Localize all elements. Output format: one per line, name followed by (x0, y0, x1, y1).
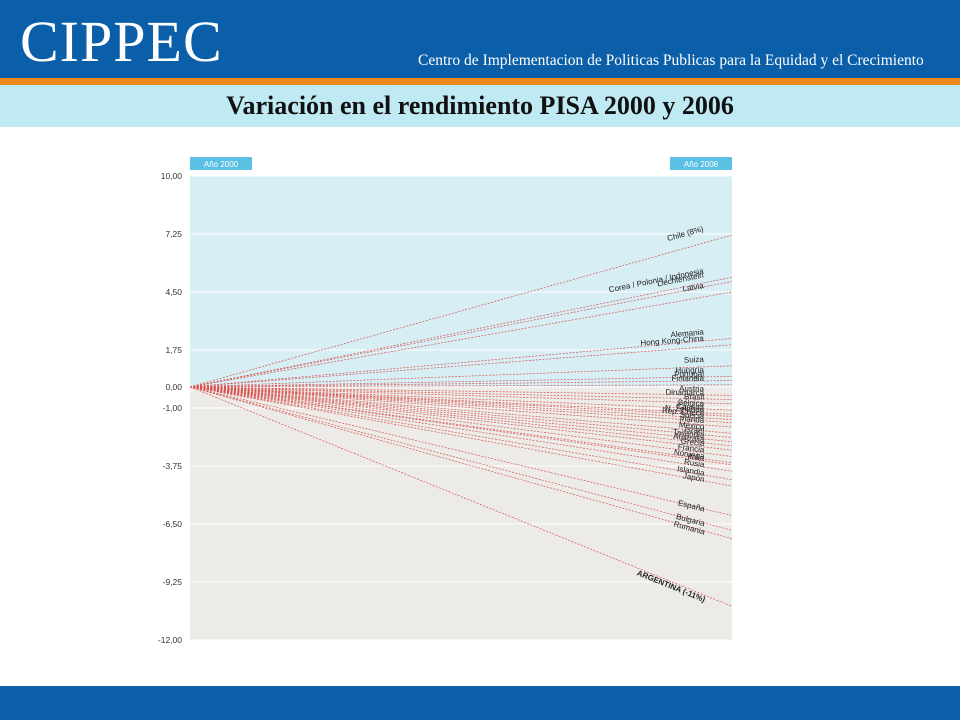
series-line (189, 386, 733, 434)
y-tick-label: -12,00 (158, 635, 182, 645)
series-label: Japón (682, 471, 705, 484)
year-tag (190, 157, 252, 170)
series-line (189, 386, 733, 466)
title-bar: Variación en el rendimiento PISA 2000 y … (0, 85, 960, 127)
y-tick-label: -1,00 (163, 403, 183, 413)
y-tick-label: 10,00 (161, 171, 183, 181)
series-line (189, 386, 733, 438)
series-line (189, 281, 733, 388)
series-label: Latvia (682, 281, 705, 294)
series-line (189, 386, 733, 516)
series-label: Finlandia (672, 374, 705, 383)
y-tick-label: 4,50 (165, 287, 182, 297)
series-label: Canadá (676, 402, 705, 412)
pisa-chart: 10,00 7,25 4,50 1,75 0,00 -1,00 -3,75 -6,50 -9,2… (158, 157, 733, 645)
series-label: Grecia (680, 436, 705, 448)
header-tagline: Centro de Implementacion de Politicas Pu… (418, 52, 924, 69)
footer-bar (0, 686, 960, 720)
series-line (189, 386, 733, 396)
series-label: Austria (679, 384, 705, 393)
y-tick-label: -9,25 (163, 577, 183, 587)
cippec-logo: CIPPEC (20, 9, 223, 74)
year-tag (670, 157, 732, 170)
series-line (189, 386, 733, 443)
series-label: Francia (677, 442, 705, 454)
series-line (189, 386, 733, 400)
series-label: Irlanda (679, 414, 705, 425)
series-label: Rep. Checa (662, 406, 705, 418)
series-label: Dinamarca (665, 388, 704, 398)
series-line (189, 386, 733, 415)
y-tick-label: 7,25 (165, 229, 182, 239)
series-label: Portugal (674, 370, 704, 379)
y-tick-label: -3,75 (163, 461, 183, 471)
series-label: N. Zelanda (665, 403, 705, 414)
page-title: Variación en el rendimiento PISA 2000 y … (226, 91, 734, 120)
series-line (189, 386, 733, 487)
series-label: Australia (673, 432, 705, 444)
series-line (189, 376, 733, 388)
series-label: Noruega (673, 448, 705, 461)
series-line (189, 384, 733, 388)
x-category-label: Año 2000 (204, 160, 239, 169)
series-line (189, 386, 733, 464)
series-line (189, 386, 733, 531)
series-line (189, 338, 733, 388)
series-line (189, 386, 733, 472)
series-line (189, 386, 733, 405)
series-line (189, 344, 733, 388)
header-banner: CIPPEC Centro de Implementacion de Polit… (0, 0, 960, 78)
series-line (189, 386, 733, 607)
series-line (189, 386, 733, 451)
series-label: México (679, 420, 706, 431)
series-line (189, 386, 733, 424)
series-label: Suecia (679, 410, 705, 421)
series-line (189, 386, 733, 457)
series-line (189, 386, 733, 428)
series-label: Hungría (675, 365, 704, 375)
series-label: Italia (687, 452, 706, 463)
x-category-label: Año 2006 (684, 160, 719, 169)
series-line (189, 276, 733, 388)
series-line (189, 386, 733, 420)
accent-divider (0, 78, 960, 85)
series-label: Israel (684, 425, 705, 436)
y-tick-label: 0,00 (165, 382, 182, 392)
series-label: Brasil (684, 392, 704, 402)
series-line (189, 380, 733, 388)
series-label: Tailandia (672, 428, 705, 440)
series-line (189, 386, 733, 417)
series-label: Bélgica (678, 398, 705, 408)
y-tick-label: 1,75 (165, 345, 182, 355)
y-tick-label: -6,50 (163, 519, 183, 529)
series-label: Alemania (670, 327, 705, 339)
series-line (189, 386, 733, 447)
series-label: Rusia (683, 457, 705, 469)
series-label: Suiza (684, 355, 705, 365)
